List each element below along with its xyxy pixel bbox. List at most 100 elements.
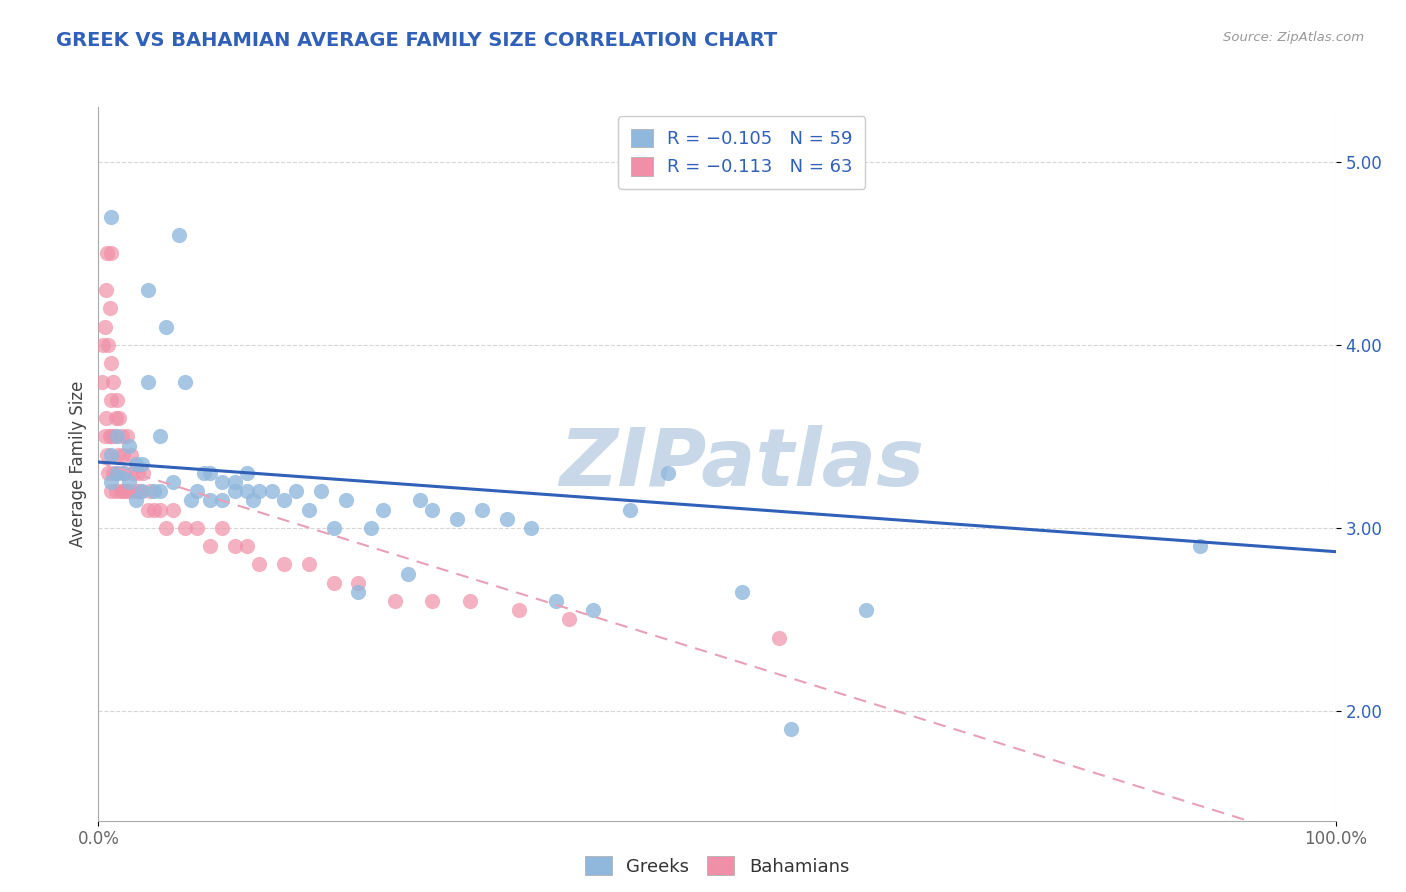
Point (360, 521, 382, 535)
Point (422, 502, 444, 516)
Point (471, 502, 494, 516)
Point (103, 375, 125, 389)
Point (96, 246, 118, 260)
Point (100, 356, 122, 370)
Point (131, 484, 153, 499)
Point (384, 594, 406, 608)
Point (100, 429, 122, 443)
Point (98, 429, 121, 443)
Point (224, 484, 246, 499)
Point (347, 575, 370, 590)
Point (186, 484, 208, 499)
Point (105, 466, 128, 480)
Point (100, 392, 122, 407)
Point (124, 457, 146, 471)
Point (100, 210, 122, 224)
Point (186, 521, 208, 535)
Text: GREEK VS BAHAMIAN AVERAGE FAMILY SIZE CORRELATION CHART: GREEK VS BAHAMIAN AVERAGE FAMILY SIZE CO… (56, 31, 778, 50)
Point (557, 612, 579, 626)
Point (143, 484, 166, 499)
Point (1188, 539, 1211, 553)
Point (396, 566, 419, 581)
Point (94, 411, 117, 425)
Point (149, 484, 172, 499)
Point (131, 457, 153, 471)
Point (198, 466, 221, 480)
Point (118, 484, 141, 499)
Point (108, 411, 131, 425)
Point (211, 521, 233, 535)
Point (458, 594, 481, 608)
Point (124, 493, 146, 508)
Point (247, 558, 270, 572)
Point (167, 228, 190, 243)
Point (115, 429, 138, 443)
Point (112, 448, 135, 462)
Point (236, 466, 259, 480)
Point (422, 594, 444, 608)
Point (247, 484, 270, 499)
Point (224, 475, 246, 490)
Point (298, 502, 321, 516)
Point (174, 375, 197, 389)
Point (657, 466, 679, 480)
Point (100, 484, 122, 499)
Point (105, 392, 128, 407)
Point (118, 475, 141, 490)
Text: Source: ZipAtlas.com: Source: ZipAtlas.com (1223, 31, 1364, 45)
Point (111, 429, 134, 443)
Point (236, 539, 259, 553)
Point (198, 493, 221, 508)
Point (136, 502, 159, 516)
Point (174, 521, 197, 535)
Point (107, 448, 129, 462)
Point (224, 539, 246, 553)
Text: ZIPatlas: ZIPatlas (560, 425, 924, 503)
Point (97, 338, 120, 352)
Point (285, 484, 308, 499)
Point (110, 484, 132, 499)
Point (105, 429, 128, 443)
Point (97, 466, 120, 480)
Point (371, 502, 394, 516)
Point (193, 466, 215, 480)
Point (132, 466, 155, 480)
Point (100, 475, 122, 490)
Point (298, 558, 321, 572)
Point (112, 466, 135, 480)
Point (273, 558, 295, 572)
Point (93, 429, 115, 443)
Point (93, 319, 115, 334)
Point (93, 338, 115, 352)
Point (96, 448, 118, 462)
Point (309, 484, 332, 499)
Legend: Greeks, Bahamians: Greeks, Bahamians (578, 849, 856, 883)
Point (236, 484, 259, 499)
Point (619, 502, 641, 516)
Point (149, 429, 172, 443)
Point (855, 603, 877, 617)
Point (582, 603, 605, 617)
Point (495, 512, 517, 526)
Point (136, 375, 159, 389)
Point (242, 493, 264, 508)
Point (520, 521, 543, 535)
Point (139, 484, 162, 499)
Point (162, 502, 184, 516)
Point (347, 585, 370, 599)
Point (127, 466, 149, 480)
Point (162, 475, 184, 490)
Point (780, 722, 803, 736)
Point (103, 429, 125, 443)
Point (112, 484, 135, 499)
Point (104, 484, 127, 499)
Point (198, 539, 221, 553)
Point (731, 585, 754, 599)
Point (273, 493, 295, 508)
Point (322, 521, 344, 535)
Point (120, 448, 142, 462)
Point (103, 466, 125, 480)
Point (260, 484, 283, 499)
Point (546, 594, 568, 608)
Point (118, 438, 141, 452)
